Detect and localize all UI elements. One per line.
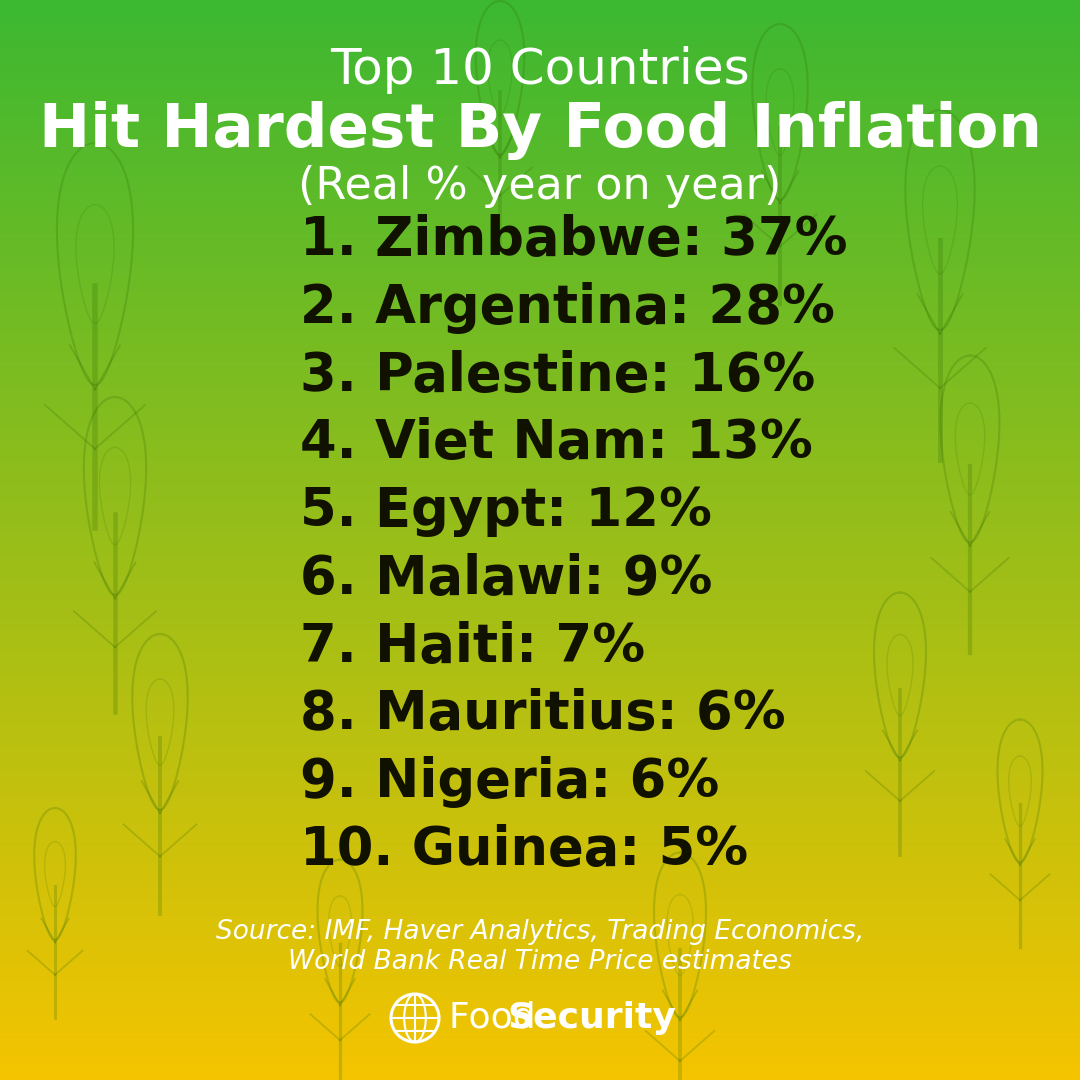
Text: 3. Palestine: 16%: 3. Palestine: 16% — [300, 350, 815, 402]
Text: 1. Zimbabwe: 37%: 1. Zimbabwe: 37% — [300, 214, 848, 266]
Text: Food: Food — [449, 1001, 548, 1035]
Text: Hit Hardest By Food Inflation: Hit Hardest By Food Inflation — [39, 100, 1041, 160]
Text: 5. Egypt: 12%: 5. Egypt: 12% — [300, 485, 712, 537]
Text: World Bank Real Time Price estimates: World Bank Real Time Price estimates — [288, 949, 792, 975]
Text: 7. Haiti: 7%: 7. Haiti: 7% — [300, 621, 645, 673]
Text: 9. Nigeria: 6%: 9. Nigeria: 6% — [300, 756, 719, 808]
Text: 8. Mauritius: 6%: 8. Mauritius: 6% — [300, 688, 785, 741]
Text: (Real % year on year): (Real % year on year) — [298, 165, 782, 208]
Text: 10. Guinea: 5%: 10. Guinea: 5% — [300, 824, 748, 876]
Text: Source: IMF, Haver Analytics, Trading Economics,: Source: IMF, Haver Analytics, Trading Ec… — [216, 919, 864, 945]
Text: 2. Argentina: 28%: 2. Argentina: 28% — [300, 282, 835, 334]
Text: 4. Viet Nam: 13%: 4. Viet Nam: 13% — [300, 417, 813, 470]
Text: Top 10 Countries: Top 10 Countries — [330, 46, 750, 94]
Text: Security: Security — [507, 1001, 676, 1035]
Text: 6. Malawi: 9%: 6. Malawi: 9% — [300, 553, 713, 605]
